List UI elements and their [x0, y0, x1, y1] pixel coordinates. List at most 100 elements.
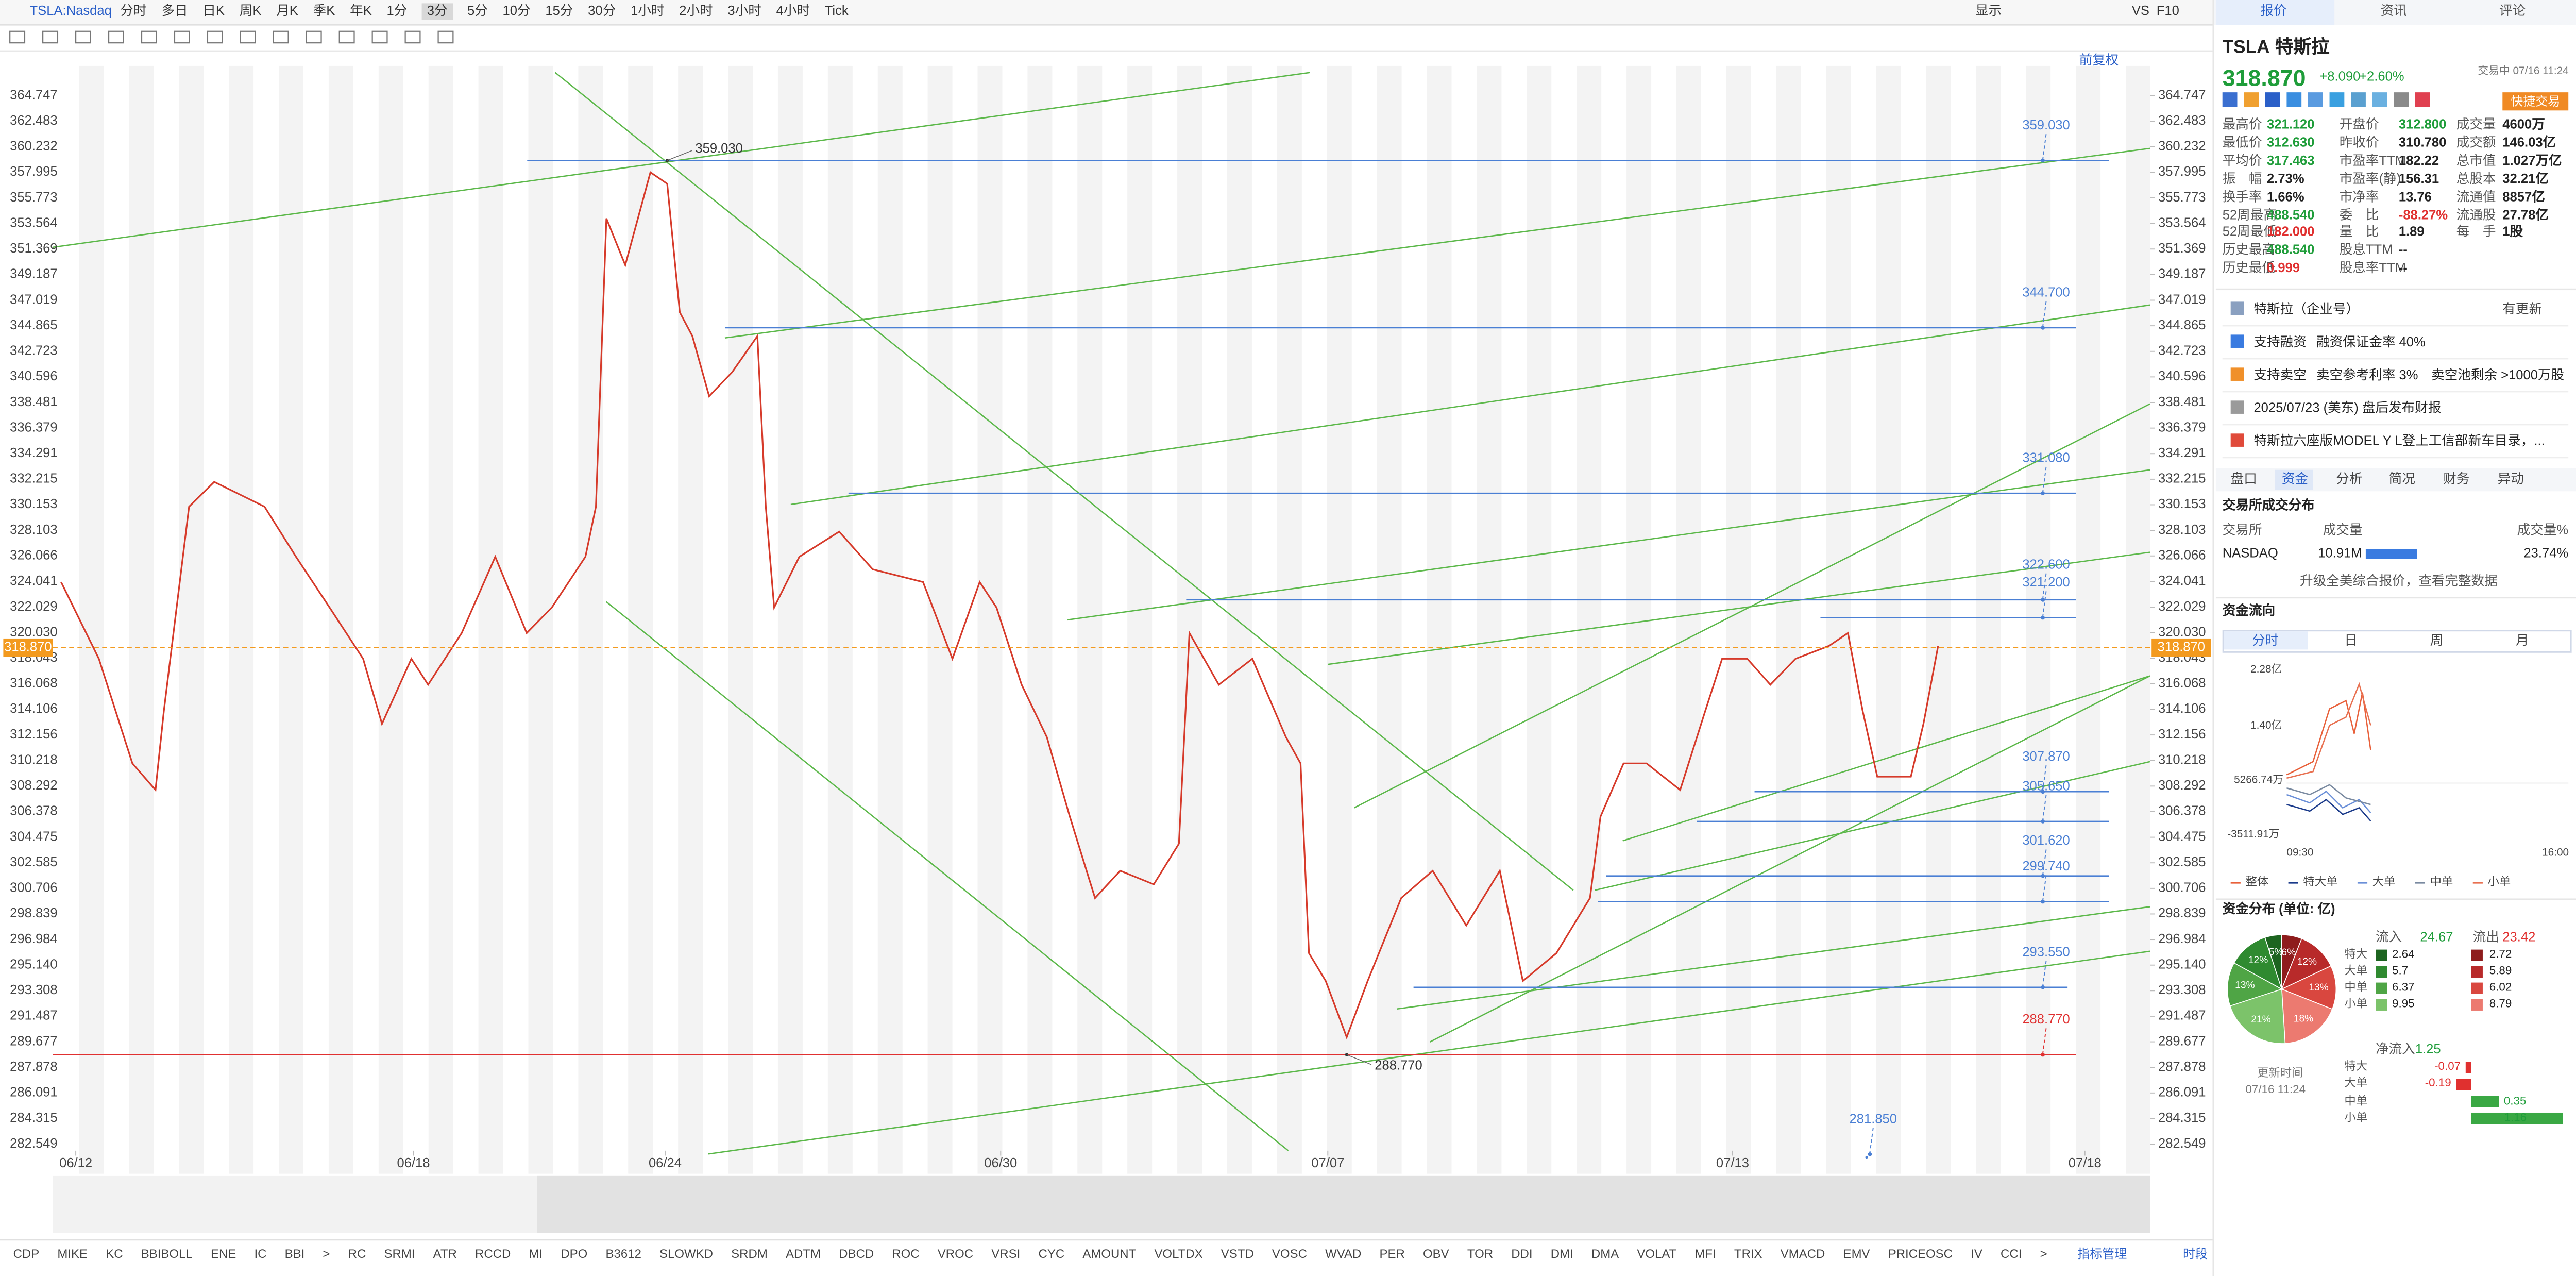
news-item[interactable]: 2025/07/23 (美东) 盘后发布财报 — [2253, 400, 2442, 416]
period-button[interactable]: 3分 — [422, 3, 453, 20]
news-item[interactable]: 支持融资 — [2253, 334, 2307, 350]
indicator-button[interactable]: IC — [254, 1246, 267, 1262]
period-button[interactable]: 1分 — [386, 3, 408, 19]
indicator-button[interactable]: EMV — [1843, 1246, 1870, 1262]
toolbar-button[interactable]: F10 — [2156, 3, 2179, 19]
indicator-button[interactable]: > — [2040, 1246, 2047, 1262]
indicator-button[interactable]: TRIX — [1734, 1246, 1762, 1262]
tab-active[interactable] — [2215, 0, 2335, 25]
tab[interactable]: 评论 — [2499, 3, 2526, 19]
indicator-button[interactable]: MIKE — [57, 1246, 88, 1262]
indicator-button[interactable]: DBCD — [839, 1246, 874, 1262]
indicator-button[interactable]: VSTD — [1221, 1246, 1254, 1262]
indicator-button[interactable]: CDP — [13, 1246, 40, 1262]
subtab[interactable]: 异动 — [2497, 471, 2524, 486]
indicator-button[interactable]: PER — [1379, 1246, 1405, 1262]
indicator-button[interactable]: ADTM — [786, 1246, 821, 1262]
period-button[interactable]: 5分 — [467, 3, 488, 19]
indicator-button[interactable]: > — [323, 1246, 330, 1262]
period-button[interactable]: 季K — [313, 3, 335, 19]
news-item[interactable]: 特斯拉（企业号） — [2253, 301, 2360, 317]
period-button[interactable]: 10分 — [502, 3, 531, 19]
period-button[interactable]: 日K — [202, 3, 225, 19]
indicator-button[interactable]: SLOWKD — [659, 1246, 714, 1262]
indicator-button[interactable]: TOR — [1467, 1246, 1494, 1262]
indicator-button[interactable]: VOLTDX — [1154, 1246, 1203, 1262]
indicator-button[interactable]: B3612 — [605, 1246, 641, 1262]
period-button[interactable]: Tick — [824, 3, 849, 19]
period-button[interactable]: 月K — [276, 3, 298, 19]
indicator-button[interactable]: ATR — [433, 1246, 457, 1262]
quick-trade-button[interactable] — [2502, 92, 2569, 111]
dist-in-value: 2.64 — [2392, 949, 2415, 961]
indicator-button[interactable]: VOLAT — [1637, 1246, 1677, 1262]
period-button[interactable]: 15分 — [545, 3, 573, 19]
period-button[interactable]: 2小时 — [679, 3, 713, 19]
indicator-button[interactable]: DPO — [561, 1246, 588, 1262]
indicator-button[interactable]: WVAD — [1325, 1246, 1362, 1262]
flow-tab[interactable]: 日 — [2344, 632, 2358, 647]
indicator-button[interactable]: ROC — [892, 1246, 920, 1262]
flow-tab[interactable]: 分时 — [2252, 632, 2279, 647]
navigator-window[interactable] — [537, 1175, 2150, 1233]
indicator-button[interactable]: VRSI — [991, 1246, 1021, 1262]
indicator-button[interactable]: SRDM — [731, 1246, 768, 1262]
news-detail[interactable]: 融资保证金率 40% — [2316, 334, 2426, 350]
indicator-button[interactable]: RCCD — [475, 1246, 511, 1262]
quick-trade-label[interactable]: 快捷交易 — [2511, 94, 2561, 109]
indicator-button[interactable]: VOSC — [1272, 1246, 1307, 1262]
subtab[interactable]: 资金 — [2281, 471, 2308, 486]
tab[interactable]: 资讯 — [2380, 3, 2407, 19]
indicator-button[interactable]: VROC — [937, 1246, 974, 1262]
subtab[interactable]: 财务 — [2443, 471, 2470, 486]
indicator-button[interactable]: DDI — [1511, 1246, 1533, 1262]
indicator-button[interactable]: RC — [348, 1246, 366, 1262]
subtab-active[interactable] — [2275, 469, 2313, 490]
news-extra[interactable]: 有更新 — [2502, 301, 2543, 317]
period-button[interactable]: 30分 — [588, 3, 616, 19]
period-button[interactable]: 3小时 — [727, 3, 761, 19]
flow-tab[interactable]: 周 — [2430, 632, 2444, 647]
indicator-button[interactable]: OBV — [1423, 1246, 1449, 1262]
tab[interactable]: 报价 — [2260, 3, 2287, 19]
indicator-button[interactable]: MI — [529, 1246, 543, 1262]
indicator-button[interactable]: ENE — [210, 1246, 236, 1262]
stat-value: 146.03亿 — [2502, 135, 2556, 150]
subtab[interactable]: 简况 — [2388, 471, 2415, 486]
flow-tab[interactable]: 月 — [2515, 632, 2529, 647]
stat-value: 1股 — [2502, 225, 2523, 240]
indicator-button[interactable]: VMACD — [1780, 1246, 1825, 1262]
period-button[interactable]: 分时 — [120, 3, 147, 19]
indicator-button[interactable]: KC — [106, 1246, 123, 1262]
news-item[interactable]: 特斯拉六座版MODEL Y L登上工信部新车目录，... — [2253, 433, 2545, 449]
indicator-button[interactable]: SRMI — [384, 1246, 415, 1262]
period-button[interactable]: 周K — [239, 3, 262, 19]
period-button[interactable]: 多日 — [161, 3, 188, 19]
subtab[interactable]: 盘口 — [2230, 471, 2257, 486]
indicator-button[interactable]: CCI — [2001, 1246, 2022, 1262]
indicator-button[interactable]: MFI — [1694, 1246, 1716, 1262]
indicator-button[interactable]: CYC — [1038, 1246, 1065, 1262]
period-button[interactable]: 1小时 — [631, 3, 665, 19]
subtab[interactable]: 分析 — [2336, 471, 2363, 486]
symbol[interactable]: TSLA:Nasdaq — [29, 3, 112, 19]
indicator-button[interactable]: BBI — [284, 1246, 305, 1262]
toolbar-button[interactable]: 显示 — [1975, 3, 2002, 19]
period-button[interactable]: 年K — [350, 3, 372, 19]
indicator-button[interactable]: DMI — [1550, 1246, 1573, 1262]
indicator-manage[interactable]: 指标管理 — [2077, 1246, 2127, 1262]
news-item[interactable]: 支持卖空 — [2253, 367, 2307, 383]
indicator-button[interactable]: PRICEOSC — [1888, 1246, 1953, 1262]
indicator-button[interactable]: BBIBOLL — [141, 1246, 193, 1262]
session-button[interactable]: 时段 — [2182, 1246, 2208, 1262]
upgrade-link[interactable]: 升级全美综合报价，查看完整数据 — [2299, 574, 2498, 589]
flow-tab-active[interactable] — [2224, 631, 2308, 649]
indicator-button[interactable]: DMA — [1591, 1246, 1619, 1262]
indicator-button[interactable]: AMOUNT — [1082, 1246, 1137, 1262]
news-detail[interactable]: 卖空参考利率 3% 卖空池剩余 >1000万股 — [2316, 367, 2565, 383]
indicator-button[interactable]: IV — [1971, 1246, 1982, 1262]
stat-value: 317.463 — [2267, 153, 2315, 168]
adjust-toggle[interactable]: 前复权 — [2079, 53, 2119, 68]
period-button[interactable]: 4小时 — [776, 3, 810, 19]
toolbar-button[interactable]: VS — [2131, 3, 2149, 19]
